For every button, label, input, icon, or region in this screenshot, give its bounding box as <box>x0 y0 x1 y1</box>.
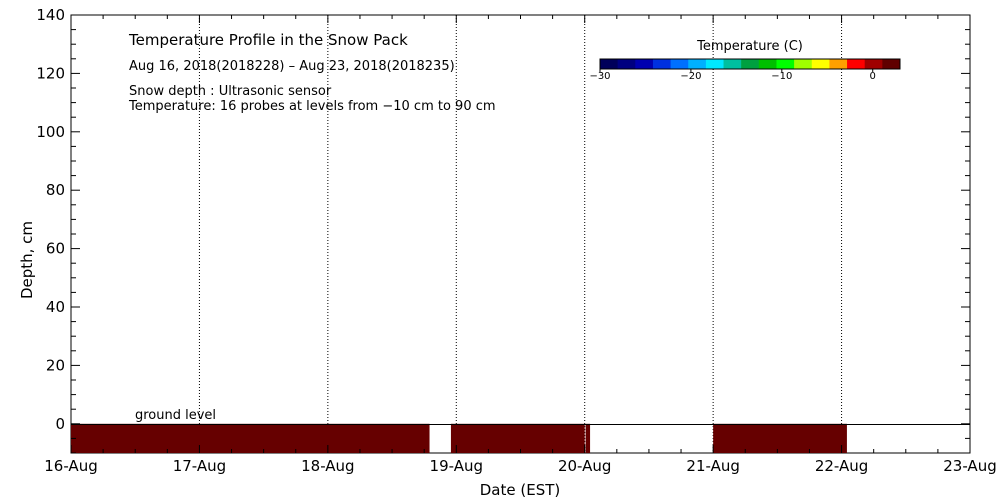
y-axis-ticks: 0 20 40 60 80 100 120 140 <box>36 6 970 454</box>
colorbar-swatch <box>688 59 707 69</box>
chart-note-2: Temperature: 16 probes at levels from −1… <box>128 99 496 114</box>
vertical-grid <box>198 15 843 453</box>
colorbar-tick-label: −10 <box>771 71 792 82</box>
y-axis-label: Depth, cm <box>18 221 36 299</box>
colorbar-swatch <box>705 59 725 69</box>
temperature-segment <box>713 423 847 453</box>
y-tick-label: 120 <box>36 64 65 82</box>
colorbar-swatch <box>670 59 689 69</box>
temperature-segment <box>450 423 585 453</box>
colorbar: −30 −20 −10 0 <box>589 58 901 82</box>
colorbar-swatch <box>741 59 760 69</box>
colorbar-swatch <box>600 59 619 69</box>
colorbar-swatch <box>758 59 777 69</box>
colorbar-swatch <box>847 59 866 69</box>
x-tick-label: 17-Aug <box>173 457 226 475</box>
colorbar-swatch <box>652 59 672 69</box>
colorbar-tick-label: 0 <box>870 71 876 82</box>
colorbar-title: Temperature (C) <box>696 39 803 54</box>
temperature-segment <box>71 423 430 453</box>
ground-level-label: ground level <box>135 408 216 423</box>
x-tick-label: 22-Aug <box>815 457 868 475</box>
x-axis-label: Date (EST) <box>480 481 561 499</box>
x-tick-label: 23-Aug <box>943 457 996 475</box>
colorbar-swatch <box>635 59 654 69</box>
x-tick-label: 18-Aug <box>301 457 354 475</box>
colorbar-tick-label: −20 <box>680 71 701 82</box>
colorbar-swatch <box>723 59 742 69</box>
colorbar-swatch <box>882 59 901 69</box>
x-axis-ticks: 16-Aug 17-Aug 18-Aug 19-Aug 20-Aug 21-Aug 22-A… <box>44 15 997 475</box>
x-tick-label: 16-Aug <box>44 457 97 475</box>
chart-title: Temperature Profile in the Snow Pack <box>128 31 408 49</box>
y-tick-label: 60 <box>46 240 65 258</box>
colorbar-swatch <box>864 59 883 69</box>
colorbar-swatch <box>776 59 795 69</box>
chart-note-1: Snow depth : Ultrasonic sensor <box>129 84 332 99</box>
y-tick-label: 80 <box>46 181 65 199</box>
colorbar-swatch <box>794 59 813 69</box>
y-tick-label: 40 <box>46 298 65 316</box>
colorbar-frame <box>599 58 901 70</box>
colorbar-swatch <box>829 59 848 69</box>
colorbar-swatch <box>617 59 636 69</box>
y-tick-label: 20 <box>46 356 65 374</box>
y-tick-label: 0 <box>55 415 65 433</box>
y-tick-label: 140 <box>36 6 65 24</box>
chart-subtitle: Aug 16, 2018(2018228) – Aug 23, 2018(201… <box>129 59 455 74</box>
y-tick-label: 100 <box>36 123 65 141</box>
temperature-segments <box>71 423 847 453</box>
temperature-segment <box>585 423 591 453</box>
x-tick-label: 21-Aug <box>686 457 739 475</box>
colorbar-tick-label: −30 <box>589 71 610 82</box>
x-tick-label: 20-Aug <box>558 457 611 475</box>
plot-frame <box>70 14 971 454</box>
colorbar-swatch <box>811 59 830 69</box>
x-tick-label: 19-Aug <box>430 457 483 475</box>
